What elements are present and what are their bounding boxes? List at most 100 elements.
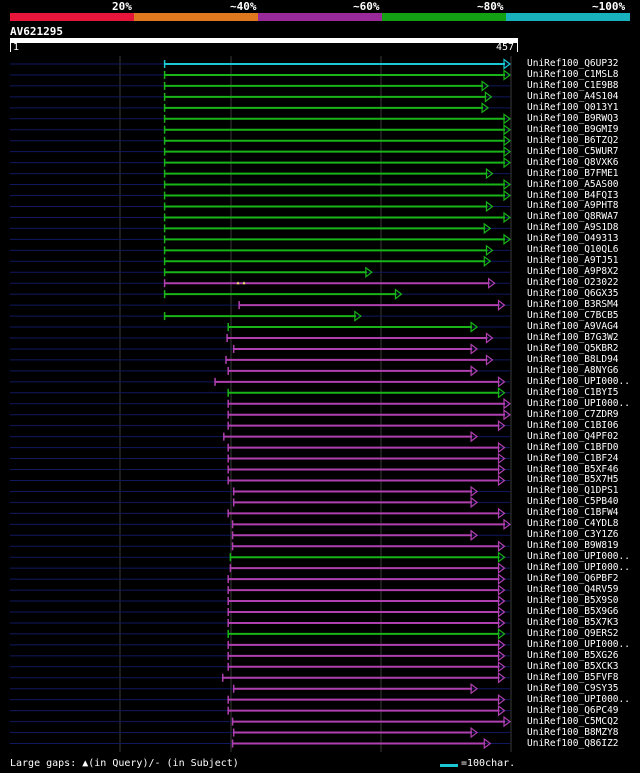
hit-label[interactable]: UniRef100_B5X9S0 [527, 595, 619, 607]
hit-label[interactable]: UniRef100_Q013Y1 [527, 101, 619, 113]
hit-end-arrow [503, 233, 511, 246]
hit-label[interactable]: UniRef100_Q8VXK6 [527, 156, 619, 168]
hit-label[interactable]: UniRef100_Q1DPS1 [527, 485, 619, 497]
hit-label[interactable]: UniRef100_Q6UP32 [527, 58, 619, 69]
hit-label[interactable]: UniRef100_B5X7K3 [527, 616, 619, 628]
hit-label[interactable]: UniRef100_A9VAG4 [527, 321, 619, 333]
hit-label[interactable]: UniRef100_C5WUR7 [527, 145, 619, 157]
hit-end-arrow [497, 507, 506, 520]
hit-label[interactable]: UniRef100_B5X9G6 [527, 606, 619, 617]
hit-end-arrow [483, 737, 492, 750]
hit-label[interactable]: UniRef100_B3RSM4 [527, 299, 619, 311]
hit-end-arrow [485, 332, 494, 344]
hit-end-arrow [503, 113, 511, 125]
query-gap-marker [242, 281, 246, 285]
hit-label[interactable]: UniRef100_B5XF46 [527, 463, 619, 475]
hit-label[interactable]: UniRef100_A9S1D8 [527, 222, 619, 234]
hit-label[interactable]: UniRef100_A5AS00 [527, 178, 619, 190]
hit-label[interactable]: UniRef100_C1BYI5 [527, 386, 619, 398]
hit-end-arrow [470, 365, 479, 377]
hit-label[interactable]: UniRef100_C5PB40 [527, 496, 619, 508]
hit-label[interactable]: UniRef100_B5XG26 [527, 649, 619, 661]
gaps-legend: Large gaps: ▲(in Query)/- (in Subject) [10, 758, 239, 769]
hit-label[interactable]: UniRef100_C1BI06 [527, 419, 619, 431]
hit-label[interactable]: UniRef100_B4FQI3 [527, 189, 619, 201]
hit-end-arrow [497, 617, 506, 629]
hit-end-arrow [497, 441, 506, 454]
hit-end-arrow [497, 639, 506, 651]
hit-label[interactable]: UniRef100_Q86IZ2 [527, 737, 619, 749]
query-start-label: 1 [13, 42, 20, 53]
hit-label[interactable]: UniRef100_B7FME1 [527, 167, 619, 179]
hit-label[interactable]: UniRef100_O49313 [527, 233, 619, 245]
hit-label[interactable]: UniRef100_C5MCQ2 [527, 715, 619, 727]
hit-end-arrow [503, 211, 511, 224]
hit-end-arrow [497, 650, 506, 662]
hit-label[interactable]: UniRef100_Q8RWA7 [527, 211, 619, 223]
hit-end-arrow [497, 551, 506, 563]
hit-label[interactable]: UniRef100_Q9ERS2 [527, 627, 619, 639]
hit-label[interactable]: UniRef100_B5XCK3 [527, 660, 619, 672]
hit-end-arrow [503, 518, 511, 531]
hit-label[interactable]: UniRef100_UPI000.. [527, 375, 630, 387]
hit-label[interactable]: UniRef100_B9W819 [527, 540, 619, 552]
hit-label[interactable]: UniRef100_C1BF24 [527, 452, 619, 464]
hit-end-arrow [470, 321, 479, 333]
hit-end-arrow [485, 167, 494, 180]
hit-label[interactable]: UniRef100_UPI000.. [527, 551, 630, 563]
hit-label[interactable]: UniRef100_UPI000.. [527, 562, 630, 574]
hit-label[interactable]: UniRef100_B6TZQ2 [527, 134, 619, 146]
hit-label[interactable]: UniRef100_A8NYG6 [527, 364, 619, 376]
hit-label[interactable]: UniRef100_A9PHT8 [527, 200, 619, 212]
hit-end-arrow [503, 145, 511, 158]
hit-label[interactable]: UniRef100_C1E9B8 [527, 79, 619, 91]
legend-label-80: ~80% [477, 0, 504, 13]
hit-label[interactable]: UniRef100_Q10QL6 [527, 244, 619, 256]
hit-label[interactable]: UniRef100_O23022 [527, 277, 619, 289]
hit-label[interactable]: UniRef100_B8MZY8 [527, 726, 619, 738]
hit-label[interactable]: UniRef100_Q6GX35 [527, 288, 619, 300]
hit-end-arrow [497, 693, 506, 706]
hit-label[interactable]: UniRef100_C7BCB5 [527, 310, 619, 322]
legend-label-100: ~100% [592, 0, 626, 13]
hit-label[interactable]: UniRef100_A9TJ51 [527, 255, 619, 267]
query-end-label: 457 [496, 42, 515, 53]
hit-label[interactable]: UniRef100_B7G3W2 [527, 332, 619, 343]
hit-end-arrow [497, 606, 506, 618]
hit-label[interactable]: UniRef100_C4YDL8 [527, 518, 619, 530]
hit-label[interactable]: UniRef100_C7ZDR9 [527, 408, 619, 420]
hit-label[interactable]: UniRef100_A4S104 [527, 90, 619, 102]
hit-label[interactable]: UniRef100_C9SY35 [527, 682, 619, 694]
hit-label[interactable]: UniRef100_B8LD94 [527, 353, 619, 365]
hit-label[interactable]: UniRef100_Q4RV59 [527, 584, 619, 596]
hit-label[interactable]: UniRef100_Q4PF02 [527, 430, 619, 442]
hit-label[interactable]: UniRef100_UPI000.. [527, 638, 630, 650]
legend-band-100 [506, 13, 630, 21]
hit-label[interactable]: UniRef100_B5FVF8 [527, 671, 619, 683]
hit-end-arrow [481, 80, 490, 92]
hit-label[interactable]: UniRef100_Q5KBR2 [527, 342, 619, 354]
hit-end-arrow [497, 474, 506, 487]
hit-label[interactable]: UniRef100_UPI000.. [527, 693, 630, 705]
hit-label[interactable]: UniRef100_C3Y1Z6 [527, 529, 619, 541]
hit-end-arrow [497, 376, 506, 388]
hit-end-arrow [470, 529, 479, 541]
hit-label[interactable]: UniRef100_C1MSL8 [527, 68, 619, 80]
hit-label[interactable]: UniRef100_Q6PC49 [527, 704, 619, 716]
hit-label[interactable]: UniRef100_B5X7H5 [527, 474, 619, 486]
hit-end-arrow [483, 255, 492, 267]
hit-label[interactable]: UniRef100_C1BFW4 [527, 507, 619, 519]
hit-end-arrow [481, 102, 490, 114]
hit-end-arrow [497, 661, 506, 673]
hit-end-arrow [503, 135, 511, 147]
hit-label[interactable]: UniRef100_B9GMI9 [527, 123, 619, 135]
hit-label[interactable]: UniRef100_C1BFD0 [527, 441, 619, 453]
hit-end-arrow [497, 573, 506, 585]
hit-end-arrow [488, 277, 496, 289]
scale-bar [440, 764, 458, 767]
hit-label[interactable]: UniRef100_A9P8X2 [527, 266, 619, 278]
hit-label[interactable]: UniRef100_B9RWQ3 [527, 112, 619, 124]
query-gap-marker [236, 281, 240, 285]
hit-label[interactable]: UniRef100_Q6PBF2 [527, 573, 619, 585]
hit-label[interactable]: UniRef100_UPI000.. [527, 397, 630, 409]
